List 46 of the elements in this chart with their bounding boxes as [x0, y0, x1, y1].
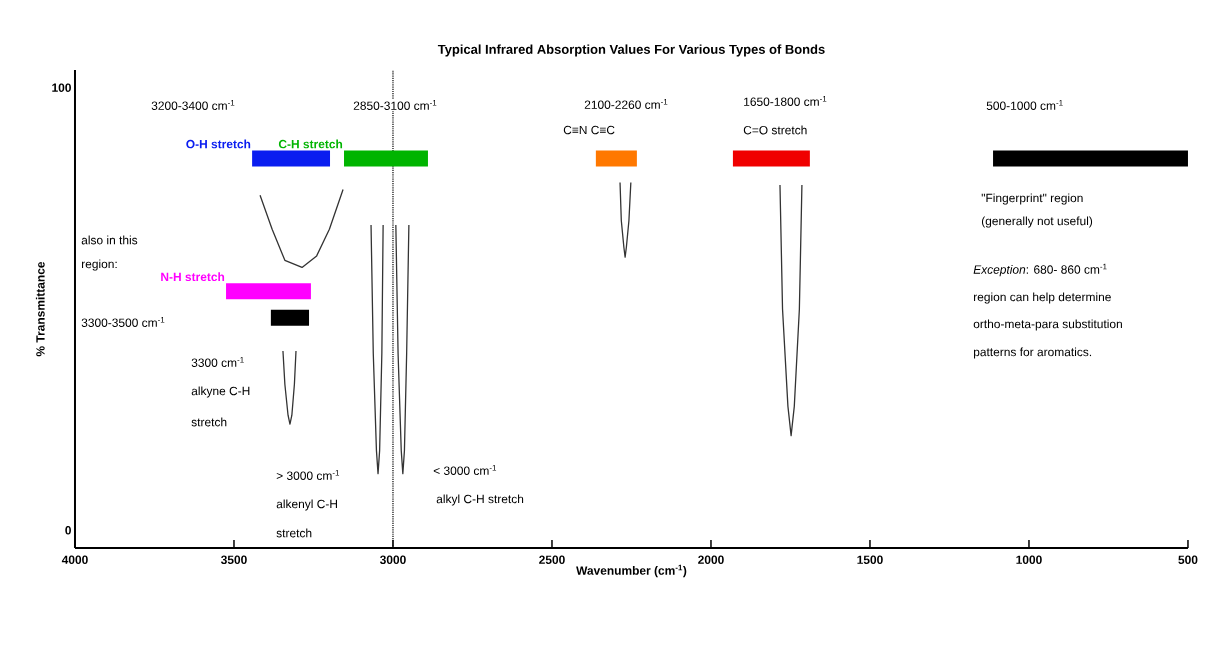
x-tick-label: 2000 — [698, 555, 724, 564]
annotation: < 3000 cm$^{-1}$ — [433, 465, 497, 475]
x-tick-label: 1000 — [1016, 555, 1042, 564]
y-tick-label: 0 — [65, 526, 71, 535]
annotation: (generally not useful) — [981, 216, 1093, 228]
annotation: stretch — [191, 417, 227, 427]
x-tick-label: 2500 — [539, 555, 565, 564]
x-axis-title: Wavenumber (cm$^{-1}$) — [576, 564, 687, 578]
annotation: region can help determine — [974, 292, 1111, 304]
annotation: 3300 cm$^{-1}$ — [191, 357, 244, 367]
series-label: C-H stretch — [278, 139, 343, 149]
annotation: 3300-3500 cm$^{-1}$ — [81, 317, 165, 327]
annotation: 3200-3400 cm$^{-1}$ — [151, 100, 235, 110]
annotation: alkyl C-H stretch — [436, 494, 524, 506]
annotation: 2850-3100 cm$^{-1}$ — [353, 100, 437, 110]
annotation: 2100-2260 cm$^{-1}$ — [584, 99, 668, 109]
line-series — [395, 224, 410, 475]
annotation: alkenyl C-H — [276, 499, 337, 511]
line-series — [259, 188, 344, 269]
series-label: N-H stretch — [161, 272, 225, 282]
series-label: O-H stretch — [186, 139, 251, 149]
line-series — [282, 350, 297, 425]
y-axis-title: % Transmittance — [35, 261, 45, 357]
annotation: "Fingerprint" region — [981, 193, 1083, 205]
y-tick-label: 100 — [52, 83, 71, 92]
annotation: ortho-meta-para substitution — [973, 319, 1122, 331]
annotation: 1650-1800 cm$^{-1}$ — [744, 96, 827, 106]
x-tick-label: 500 — [1178, 555, 1198, 564]
x-tick-label: 4000 — [61, 555, 88, 564]
x-tick-label: 1500 — [857, 555, 883, 564]
x-tick-label: 3000 — [379, 555, 406, 565]
line-series — [779, 184, 803, 437]
annotation: C=O stretch — [743, 125, 807, 135]
annotation: > 3000 cm$^{-1}$ — [276, 470, 340, 480]
annotation: stretch — [276, 528, 312, 538]
annotation: also in this — [81, 235, 138, 245]
annotation: C≡N C≡C — [563, 125, 615, 135]
line-series — [370, 224, 384, 475]
annotation: 500-1000 cm$^{-1}$ — [986, 100, 1063, 110]
chart-title: Typical Infrared Absorption Values For Various Types of Bonds — [437, 44, 825, 57]
annotation: region: — [82, 259, 117, 271]
line-series — [619, 181, 632, 258]
annotation: patterns for aromatics. — [973, 347, 1092, 359]
annotation: Exception: 680- 860 cm$^{-1}$ — [973, 263, 1107, 277]
annotation: alkyne C-H — [191, 386, 250, 398]
x-tick-label: 3500 — [220, 555, 247, 565]
